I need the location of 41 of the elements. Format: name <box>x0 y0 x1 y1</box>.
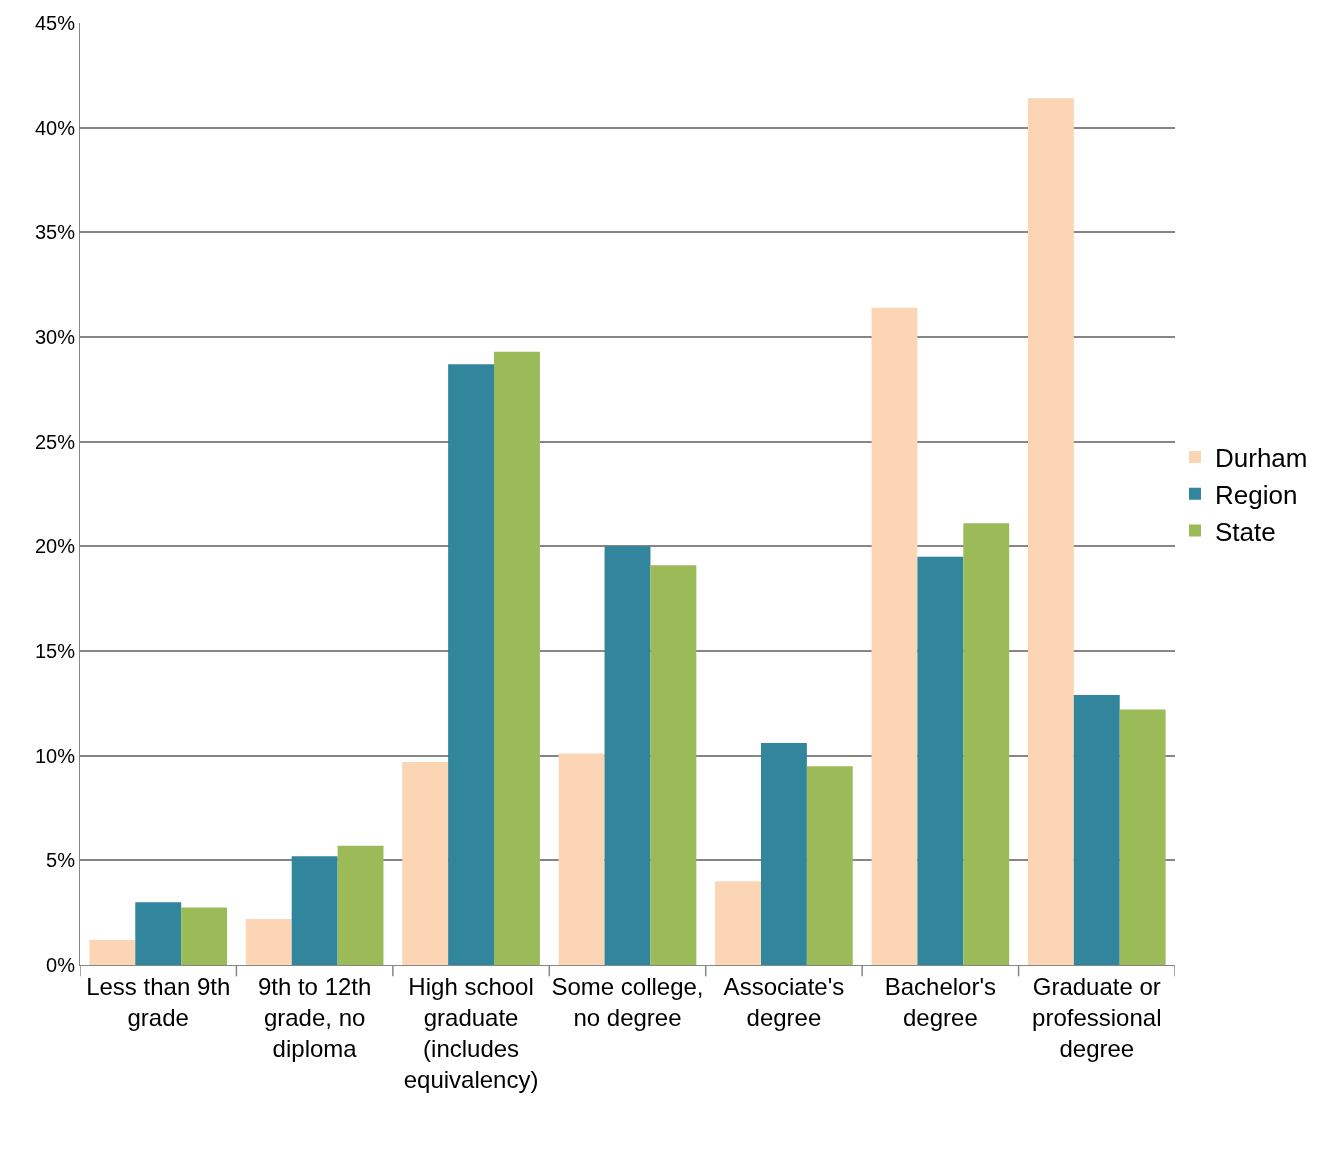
bar <box>245 918 292 965</box>
y-tick-label: 20% <box>34 535 76 558</box>
x-tick-label: Bachelor's degree <box>884 972 997 1031</box>
bar <box>448 364 495 965</box>
bar <box>963 523 1010 965</box>
y-tick-label: 30% <box>34 326 76 348</box>
bar <box>806 766 853 965</box>
bar <box>402 761 449 965</box>
bar <box>89 939 136 965</box>
y-tick-label: 45% <box>34 12 76 34</box>
bar <box>871 307 918 965</box>
x-tick-label: High school graduate (includes equivalency) <box>403 972 539 1094</box>
bar <box>1119 709 1166 965</box>
bar <box>1027 98 1074 965</box>
bar <box>1073 694 1120 965</box>
x-tick-label: Less than 9th grade <box>86 972 231 1031</box>
x-tick-label: Associate's degree <box>723 972 845 1031</box>
y-tick-label: 15% <box>34 640 76 662</box>
x-tick-label: 9th to 12th grade, no diploma <box>257 972 372 1063</box>
bar <box>558 753 605 965</box>
legend-label: State <box>1215 516 1276 547</box>
legend-label: Region <box>1215 479 1298 510</box>
bar <box>291 856 338 965</box>
bar <box>135 902 182 965</box>
bar <box>760 743 807 965</box>
y-tick-label: 5% <box>46 849 76 872</box>
bar <box>337 845 384 965</box>
bar <box>715 881 761 965</box>
y-tick-label: 25% <box>34 430 76 453</box>
bar <box>917 556 964 965</box>
y-tick-label: 0% <box>46 954 76 976</box>
bar <box>181 907 228 965</box>
bar <box>494 351 540 965</box>
x-tick-label: Some college, no degree <box>551 972 704 1031</box>
y-tick-label: 10% <box>34 744 76 767</box>
legend-label: Durham <box>1215 443 1308 474</box>
y-tick-label: 40% <box>34 116 76 139</box>
y-tick-label: 35% <box>34 221 76 244</box>
x-tick-label: Graduate or professional degree <box>1032 972 1162 1063</box>
bar <box>650 565 697 965</box>
bar <box>604 546 651 965</box>
